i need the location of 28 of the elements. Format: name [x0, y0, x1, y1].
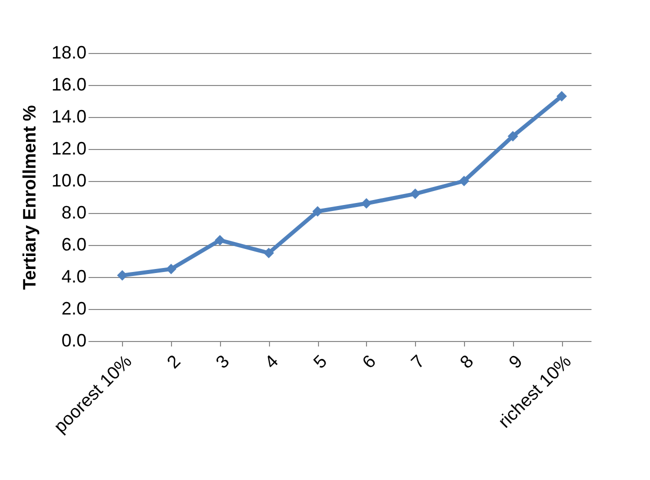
point: [361, 198, 372, 209]
y-tick-label: 18.0: [51, 42, 86, 62]
x-tick-label: 3: [212, 351, 234, 372]
x-tick-label: 7: [407, 351, 428, 372]
x-tick-label: 4: [260, 351, 282, 372]
x-tick-label: 5: [310, 351, 331, 372]
x-tick-label: 8: [456, 351, 478, 372]
y-tick-label: 6.0: [61, 234, 86, 254]
x-tick-label: 6: [358, 351, 380, 372]
y-tick-label: 0.0: [61, 330, 86, 350]
y-tick-label: 4.0: [61, 266, 86, 286]
point: [117, 270, 128, 281]
y-tick-label: 2.0: [61, 298, 86, 318]
point: [264, 248, 274, 258]
point: [556, 90, 567, 102]
y-tick-label: 12.0: [51, 138, 86, 158]
point: [458, 176, 470, 186]
y-tick-label: 8.0: [61, 202, 86, 222]
y-tick-label: 16.0: [51, 74, 86, 94]
y-tick-label: 14.0: [51, 106, 86, 126]
y-tick-label: 10.0: [51, 170, 86, 190]
point: [214, 234, 226, 246]
point: [508, 130, 518, 142]
x-tick-label: 9: [504, 351, 526, 372]
point: [312, 206, 323, 217]
point: [410, 188, 420, 200]
y-axis-title: Tertiary Enrollment %: [19, 105, 40, 290]
x-tick-label: 2: [163, 351, 184, 372]
